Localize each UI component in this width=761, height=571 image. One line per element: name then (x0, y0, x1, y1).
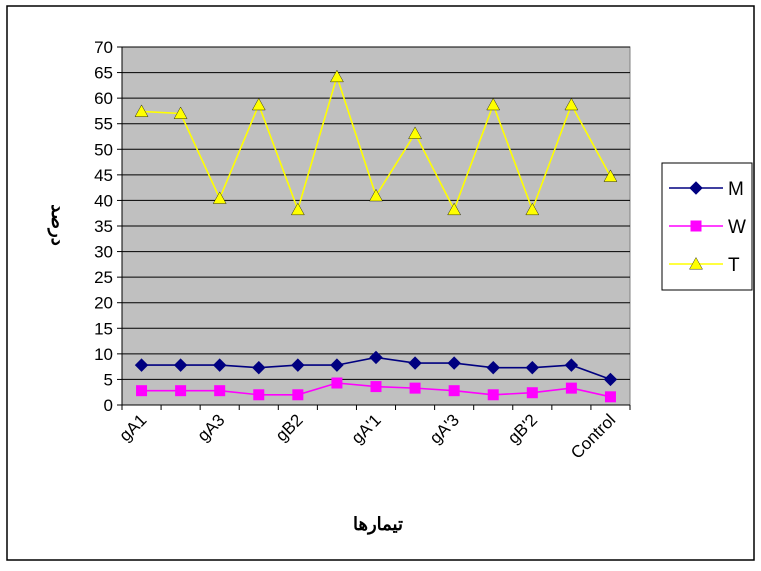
data-point-M (330, 358, 344, 372)
data-point-T (251, 97, 266, 111)
legend-marker-T (689, 257, 703, 270)
data-point-M (134, 358, 149, 372)
data-point-M (369, 350, 383, 365)
data-point-W (526, 387, 538, 399)
data-point-W (409, 382, 421, 394)
data-point-W (253, 389, 265, 401)
data-point-M (291, 358, 305, 372)
data-point-M (447, 356, 461, 370)
data-point-T (564, 97, 579, 111)
data-point-T (330, 69, 344, 83)
legend-label-M: M (728, 179, 744, 200)
legend-label-W: W (728, 217, 746, 238)
data-point-W (292, 389, 304, 401)
y-tick-label: 20 (94, 294, 113, 313)
data-point-W (136, 385, 148, 397)
data-point-W (175, 385, 187, 397)
y-tick-label: 0 (104, 396, 113, 415)
y-tick-label: 50 (94, 140, 113, 159)
y-tick-label: 10 (94, 345, 113, 364)
legend-marker-M (689, 181, 703, 195)
data-point-W (370, 381, 382, 393)
data-point-T (486, 97, 501, 111)
y-tick-label: 40 (94, 191, 113, 210)
data-point-T (173, 106, 188, 119)
data-point-T (408, 126, 422, 139)
legend-label-T: T (728, 255, 740, 276)
data-point-M (525, 360, 540, 375)
y-tick-label: 25 (94, 268, 113, 287)
x-axis-title: تیمارها (353, 514, 403, 535)
data-point-M (603, 372, 618, 387)
data-point-T (291, 202, 305, 216)
y-tick-label: 5 (104, 370, 113, 389)
y-tick-label: 70 (94, 38, 113, 57)
y-axis-title: درصد (47, 204, 68, 245)
data-point-T (603, 169, 618, 182)
data-point-W (565, 382, 577, 394)
data-point-T (447, 202, 461, 216)
data-point-T (134, 104, 149, 117)
data-point-M (564, 358, 579, 372)
y-tick-label: 65 (94, 64, 113, 83)
data-point-M (212, 358, 227, 372)
data-point-T (369, 188, 383, 202)
legend: MWT (661, 162, 753, 291)
y-tick-label: 35 (94, 217, 113, 236)
data-point-T (212, 191, 227, 204)
y-tick-label: 15 (94, 319, 113, 338)
data-point-W (604, 391, 616, 403)
y-tick-label: 60 (94, 89, 113, 108)
data-point-W (214, 385, 226, 397)
legend-marker-W (690, 220, 702, 232)
data-point-W (331, 377, 343, 389)
y-tick-label: 55 (94, 115, 113, 134)
y-tick-label: 45 (94, 166, 113, 185)
data-point-W (487, 389, 499, 401)
y-tick-label: 30 (94, 243, 113, 262)
data-point-T (525, 202, 540, 216)
data-point-M (252, 360, 266, 375)
data-point-W (448, 385, 460, 397)
data-point-M (408, 356, 422, 370)
data-point-M (173, 358, 188, 372)
data-point-M (486, 360, 500, 375)
